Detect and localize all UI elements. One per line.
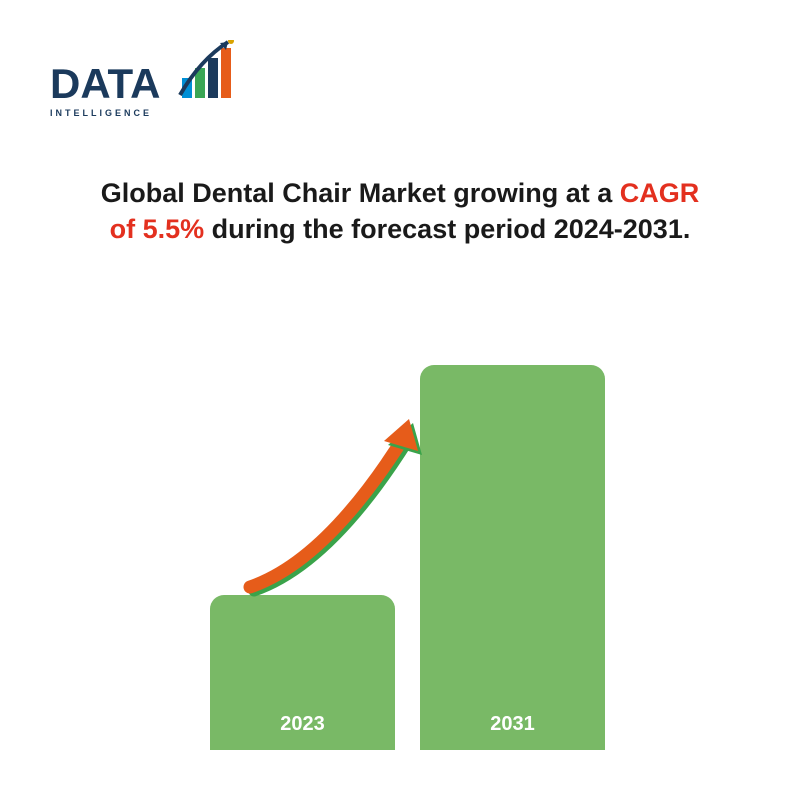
arrow-main-path [250, 437, 404, 587]
headline-pre: Global Dental Chair Market growing at a [101, 178, 620, 208]
headline-post: during the forecast period 2024-2031. [204, 214, 690, 244]
growth-bar-chart: 2023 2031 [0, 330, 800, 750]
logo-bars-icon [182, 48, 231, 98]
chart-bar: 2023 [210, 595, 395, 750]
logo-bar-icon [221, 48, 231, 98]
headline: Global Dental Chair Market growing at a … [0, 175, 800, 248]
chart-bar: 2031 [420, 365, 605, 750]
arrow-svg [240, 405, 440, 600]
logo-main-text: DATA [50, 60, 160, 107]
logo-sub-text: INTELLIGENCE [50, 108, 152, 118]
chart-bar-label: 2023 [210, 713, 395, 736]
chart-bar-label: 2031 [420, 713, 605, 736]
brand-logo: DATA INTELLIGENCE [50, 40, 270, 140]
growth-arrow-icon [240, 405, 440, 600]
logo-svg: DATA INTELLIGENCE [50, 40, 270, 135]
logo-bar-icon [208, 58, 218, 98]
